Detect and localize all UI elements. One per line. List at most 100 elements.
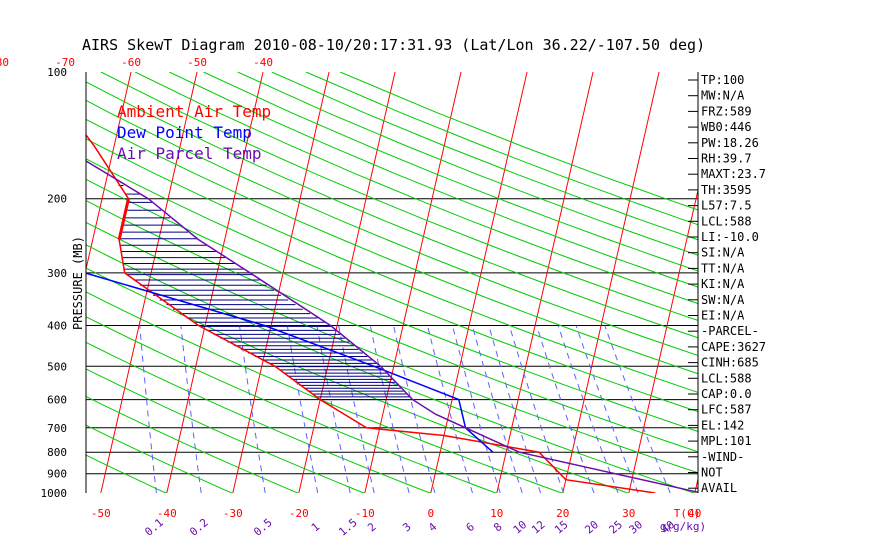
isotherm-line [761,72,857,493]
dry-adiabat [86,424,234,493]
mixing-ratio-line [316,325,351,493]
index-entry: RH:39.7 [701,152,752,166]
dry-adiabat [86,99,698,356]
mixing-ratio-tick: 25 [607,518,626,536]
isotherm-line [166,72,264,493]
legend-air-parcel-temp: Air Parcel Temp [117,144,262,163]
mixing-ratio-tick: 8 [491,520,504,534]
isotherm-line [364,72,462,493]
index-entry: KI:N/A [701,277,745,291]
isotherm-line [100,72,198,493]
dry-adiabat [203,72,698,272]
isotherm-line [298,72,396,493]
bottom-temp-tick: 40 [688,507,701,520]
index-entry: CAP:0.0 [701,387,752,401]
index-entry: TP:100 [701,73,744,87]
ambient-temp-line [86,133,656,493]
sounding-series [86,133,698,493]
mixing-ratio-line [604,325,671,493]
index-entry: MW:N/A [701,89,745,103]
bottom-temp-tick: -10 [355,507,375,520]
index-entry: CINH:685 [701,356,759,370]
top-temp-tick: -40 [253,56,273,69]
mixing-ratio-line [508,325,565,493]
index-entry: -PARCEL- [701,324,759,338]
x-axis-unit-label: T(C) [674,507,701,520]
index-entry: LFC:587 [701,403,752,417]
dry-adiabat [86,267,630,493]
pressure-tick: 500 [47,360,67,373]
legend-ambient-temp: Ambient Air Temp [117,102,271,121]
mixing-ratio-tick: 2 [365,520,378,534]
y-axis-label: PRESSURE (MB) [71,236,85,330]
isotherm-line [562,72,660,493]
mixing-ratio-line [286,325,319,493]
mixing-ratio-line [557,325,619,493]
dry-adiabat [86,316,498,493]
bottom-temp-tick: -20 [289,507,309,520]
dry-adiabat [86,244,696,493]
top-temp-tick: -70 [55,56,75,69]
dry-adiabat [86,178,698,432]
dry-adiabat [100,72,698,321]
dry-adiabat [339,72,698,211]
isotherm-line [86,72,132,272]
index-entry: -WIND- [701,450,744,464]
mixing-ratio-tick: 6 [464,520,477,534]
cape-hatch [118,184,413,401]
pressure-tick: 1000 [41,487,68,500]
top-temp-tick: -80 [0,56,9,69]
top-temp-tick: -50 [187,56,207,69]
ambient-temp-bold-segment [117,198,130,240]
index-entry: NOT [701,466,723,480]
pressure-tick: 900 [47,468,67,481]
index-entry: EL:142 [701,418,744,432]
mixing-ratio-tick: 4 [426,520,440,534]
mixing-ratio-line [393,325,436,493]
dry-adiabat [86,454,168,493]
dry-adiabat [305,72,698,226]
mixing-ratio-line [488,325,542,493]
mixing-ratio-line [451,325,501,493]
dry-adiabat [86,341,432,493]
bottom-temp-tick: 0 [427,507,434,520]
dry-adiabat [86,81,698,339]
index-entry: LCL:588 [701,214,752,228]
chart-title: AIRS SkewT Diagram 2010-08-10/20:17:31.9… [82,36,705,54]
mixing-ratio-tick: 10 [511,518,530,536]
top-temp-tick: -60 [121,56,141,69]
isotherm-line [496,72,594,493]
dry-adiabat [86,158,698,413]
pressure-tick: 600 [47,394,67,407]
mixing-ratio-tick: 12 [529,518,548,536]
mixing-ratio-tick: 0.5 [251,516,275,539]
dew-point-line [86,272,494,453]
dry-adiabat [237,72,698,256]
dry-adiabat [86,395,300,493]
bottom-temp-tick: -40 [157,507,177,520]
index-entry: WB0:446 [701,120,752,134]
index-entry: LCL:588 [701,371,752,385]
legend-dew-point-temp: Dew Point Temp [117,123,252,142]
legend: Ambient Air Temp Dew Point Temp Air Parcel… [117,102,271,163]
pressure-tick: 300 [47,267,67,280]
parcel-temp-line [86,160,698,493]
mixing-ratio-line [139,325,157,493]
pressure-tick: 100 [47,66,67,79]
dry-adiabat [134,72,698,305]
pressure-tick: 700 [47,422,67,435]
index-entry: CAPE:3627 [701,340,766,354]
pressure-tick: 400 [47,319,67,332]
bottom-temp-tick: -50 [91,507,111,520]
plot-grid [86,72,857,493]
index-entry: EI:N/A [701,309,745,323]
pressure-tick: 200 [47,193,67,206]
index-entry: LI:-10.0 [701,230,759,244]
index-entry: FRZ:589 [701,104,752,118]
index-entry: L57:7.5 [701,199,752,213]
mixing-ratio-line [338,325,375,493]
bottom-temp-tick: 10 [490,507,503,520]
mixing-ratio-line [180,325,202,493]
